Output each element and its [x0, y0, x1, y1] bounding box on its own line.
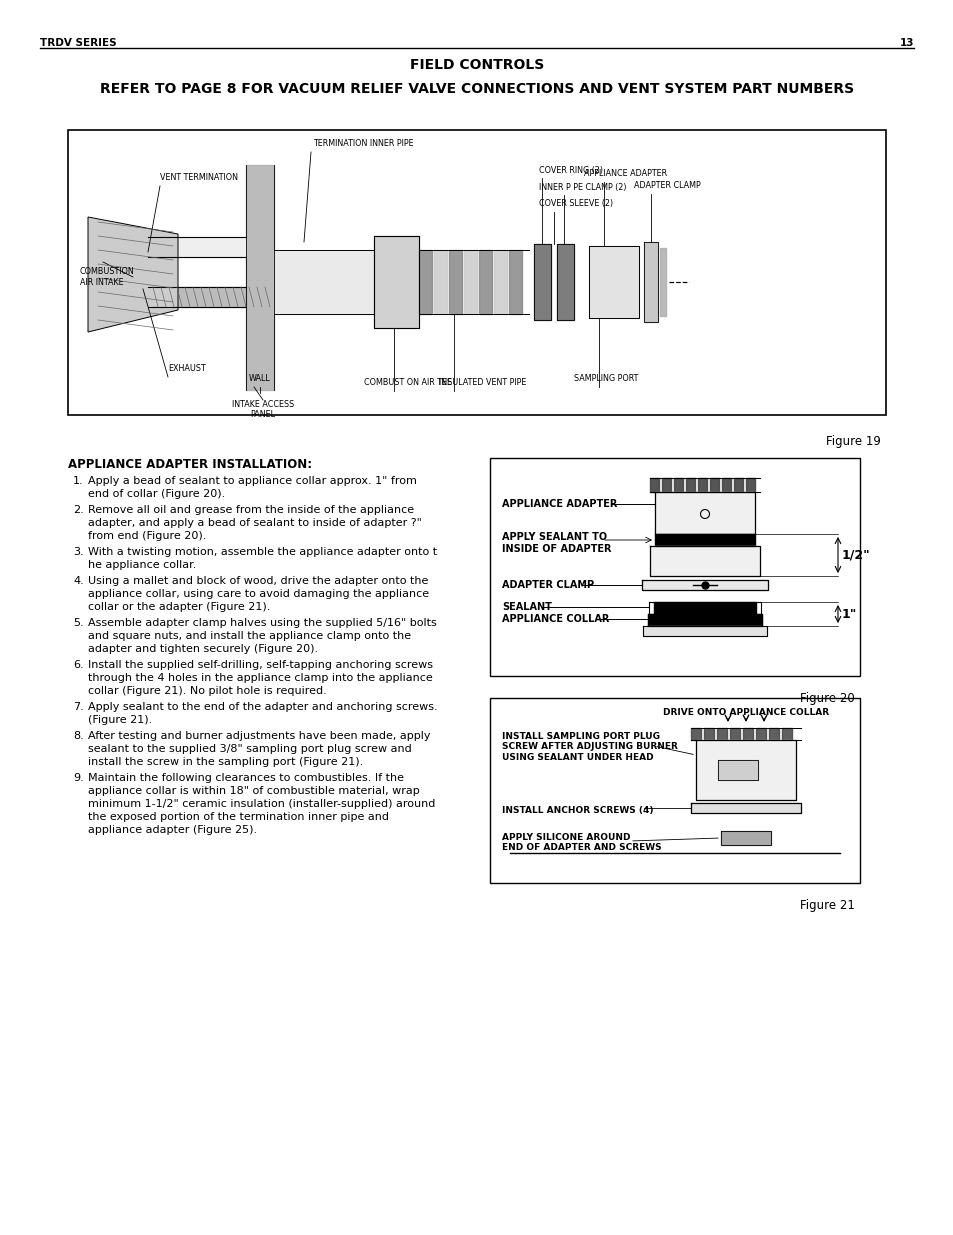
- Text: Using a mallet and block of wood, drive the adapter onto the: Using a mallet and block of wood, drive …: [88, 576, 428, 585]
- Text: COMBUST ON AIR TEE: COMBUST ON AIR TEE: [364, 378, 452, 387]
- Text: end of collar (Figure 20).: end of collar (Figure 20).: [88, 489, 225, 499]
- Text: 1": 1": [841, 608, 857, 620]
- Text: 6.: 6.: [73, 659, 84, 671]
- Text: APPLIANCE ADAPTER INSTALLATION:: APPLIANCE ADAPTER INSTALLATION:: [68, 458, 312, 471]
- Text: 3.: 3.: [73, 547, 84, 557]
- Text: appliance adapter (Figure 25).: appliance adapter (Figure 25).: [88, 825, 257, 835]
- Text: appliance collar is within 18" of combustible material, wrap: appliance collar is within 18" of combus…: [88, 785, 419, 797]
- Text: 13: 13: [899, 38, 913, 48]
- Text: 1.: 1.: [73, 475, 84, 487]
- Text: COVER RING (2): COVER RING (2): [538, 165, 602, 175]
- Text: Maintain the following clearances to combustibles. If the: Maintain the following clearances to com…: [88, 773, 403, 783]
- Text: INSTALL SAMPLING PORT PLUG
SCREW AFTER ADJUSTING BURNER
USING SEALANT UNDER HEAD: INSTALL SAMPLING PORT PLUG SCREW AFTER A…: [501, 732, 678, 762]
- Text: INSULATED VENT PIPE: INSULATED VENT PIPE: [438, 378, 526, 387]
- Text: sealant to the supplied 3/8" sampling port plug screw and: sealant to the supplied 3/8" sampling po…: [88, 743, 412, 755]
- Text: INSTALL ANCHOR SCREWS (4): INSTALL ANCHOR SCREWS (4): [501, 806, 653, 815]
- Text: With a twisting motion, assemble the appliance adapter onto t: With a twisting motion, assemble the app…: [88, 547, 436, 557]
- Text: collar or the adapter (Figure 21).: collar or the adapter (Figure 21).: [88, 601, 270, 613]
- Text: Figure 21: Figure 21: [800, 899, 854, 911]
- Text: 5.: 5.: [73, 618, 84, 629]
- Text: APPLIANCE ADAPTER: APPLIANCE ADAPTER: [501, 499, 617, 509]
- Text: collar (Figure 21). No pilot hole is required.: collar (Figure 21). No pilot hole is req…: [88, 685, 327, 697]
- Text: ADAPTER CLAMP: ADAPTER CLAMP: [634, 182, 700, 190]
- Text: TRDV SERIES: TRDV SERIES: [40, 38, 116, 48]
- Text: 8.: 8.: [73, 731, 84, 741]
- Bar: [68, 130, 885, 415]
- Text: Install the supplied self-drilling, self-tapping anchoring screws: Install the supplied self-drilling, self…: [88, 659, 433, 671]
- Text: INTAKE ACCESS
PANEL: INTAKE ACCESS PANEL: [232, 400, 294, 420]
- Text: APPLIANCE COLLAR: APPLIANCE COLLAR: [501, 614, 609, 624]
- Text: SAMPLING PORT: SAMPLING PORT: [574, 374, 638, 383]
- Text: REFER TO PAGE 8 FOR VACUUM RELIEF VALVE CONNECTIONS AND VENT SYSTEM PART NUMBERS: REFER TO PAGE 8 FOR VACUUM RELIEF VALVE …: [100, 82, 853, 96]
- Text: COMBUSTION
AIR INTAKE: COMBUSTION AIR INTAKE: [80, 267, 134, 287]
- Bar: [490, 698, 859, 883]
- Text: 9.: 9.: [73, 773, 84, 783]
- Text: he appliance collar.: he appliance collar.: [88, 559, 196, 571]
- Text: 7.: 7.: [73, 701, 84, 713]
- Text: Assemble adapter clamp halves using the supplied 5/16" bolts: Assemble adapter clamp halves using the …: [88, 618, 436, 629]
- Text: Apply a bead of sealant to appliance collar approx. 1" from: Apply a bead of sealant to appliance col…: [88, 475, 416, 487]
- Text: After testing and burner adjustments have been made, apply: After testing and burner adjustments hav…: [88, 731, 430, 741]
- Text: minimum 1-1/2" ceramic insulation (installer-supplied) around: minimum 1-1/2" ceramic insulation (insta…: [88, 799, 435, 809]
- Text: APPLY SEALANT TO
INSIDE OF ADAPTER: APPLY SEALANT TO INSIDE OF ADAPTER: [501, 532, 611, 555]
- Text: INNER P PE CLAMP (2): INNER P PE CLAMP (2): [538, 183, 626, 191]
- Text: Figure 20: Figure 20: [800, 692, 854, 705]
- Text: DRIVE ONTO APPLIANCE COLLAR: DRIVE ONTO APPLIANCE COLLAR: [662, 708, 828, 718]
- Text: EXHAUST: EXHAUST: [168, 364, 206, 373]
- Text: and square nuts, and install the appliance clamp onto the: and square nuts, and install the applian…: [88, 631, 411, 641]
- Bar: [490, 458, 859, 676]
- Text: WALL: WALL: [249, 374, 271, 383]
- Text: VENT TERMINATION: VENT TERMINATION: [160, 173, 237, 182]
- Text: COVER SLEEVE (2): COVER SLEEVE (2): [538, 199, 613, 207]
- Text: APPLIANCE ADAPTER: APPLIANCE ADAPTER: [583, 169, 666, 178]
- Text: 2.: 2.: [73, 505, 84, 515]
- Text: adapter, and apply a bead of sealant to inside of adapter ?": adapter, and apply a bead of sealant to …: [88, 517, 421, 529]
- Text: TERMINATION INNER PIPE: TERMINATION INNER PIPE: [313, 140, 414, 148]
- Text: SEALANT: SEALANT: [501, 601, 551, 613]
- Text: Apply sealant to the end of the adapter and anchoring screws.: Apply sealant to the end of the adapter …: [88, 701, 437, 713]
- Text: the exposed portion of the termination inner pipe and: the exposed portion of the termination i…: [88, 811, 389, 823]
- Text: adapter and tighten securely (Figure 20).: adapter and tighten securely (Figure 20)…: [88, 643, 317, 655]
- Text: Figure 19: Figure 19: [825, 435, 880, 448]
- Text: FIELD CONTROLS: FIELD CONTROLS: [410, 58, 543, 72]
- Text: (Figure 21).: (Figure 21).: [88, 715, 152, 725]
- Text: ADAPTER CLAMP: ADAPTER CLAMP: [501, 580, 594, 590]
- Text: from end (Figure 20).: from end (Figure 20).: [88, 531, 206, 541]
- Text: APPLY SILICONE AROUND
END OF ADAPTER AND SCREWS: APPLY SILICONE AROUND END OF ADAPTER AND…: [501, 832, 661, 852]
- Text: install the screw in the sampling port (Figure 21).: install the screw in the sampling port (…: [88, 757, 363, 767]
- Polygon shape: [88, 217, 178, 332]
- Text: through the 4 holes in the appliance clamp into the appliance: through the 4 holes in the appliance cla…: [88, 673, 433, 683]
- Text: 1/2": 1/2": [841, 548, 870, 562]
- Text: Remove all oil and grease from the inside of the appliance: Remove all oil and grease from the insid…: [88, 505, 414, 515]
- Text: 4.: 4.: [73, 576, 84, 585]
- Text: appliance collar, using care to avoid damaging the appliance: appliance collar, using care to avoid da…: [88, 589, 429, 599]
